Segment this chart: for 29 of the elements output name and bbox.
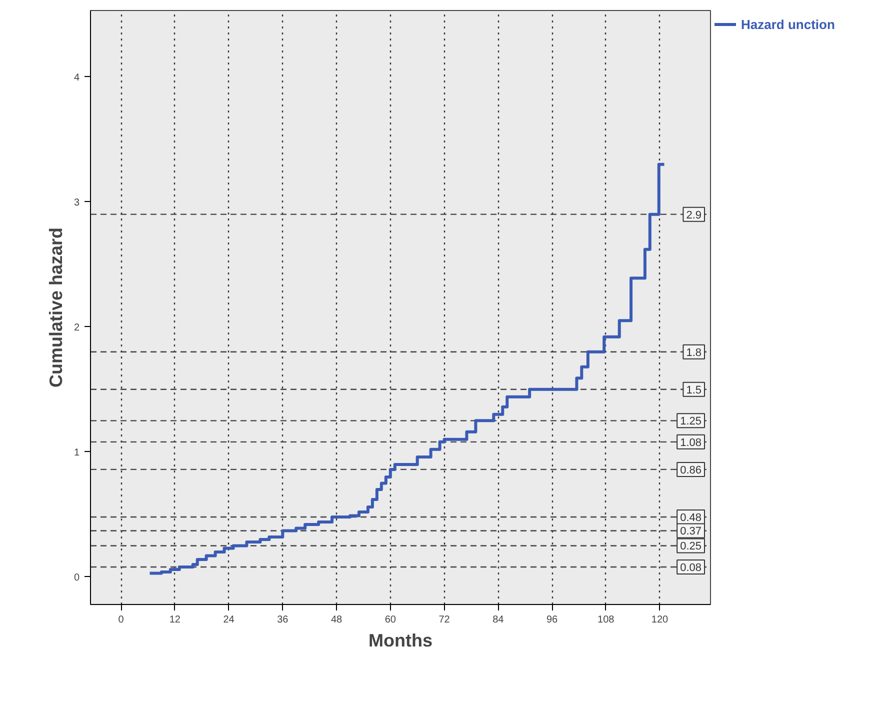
x-tick-label: 108 (598, 614, 615, 626)
y-tick-label: 2 (74, 322, 80, 334)
ref-line-label: 1.5 (686, 384, 702, 396)
ref-line-label: 0.86 (680, 464, 702, 476)
ref-line-label: 0.25 (680, 540, 702, 553)
x-tick-label: 96 (546, 614, 558, 626)
text: Hazard unction (741, 16, 835, 32)
ref-line-label: 1.25 (680, 416, 702, 428)
y-tick-label: 1 (74, 447, 80, 458)
y-tick-label: 0 (74, 572, 80, 584)
ref-line-label: 1.8 (686, 346, 702, 359)
x-tick-label: 12 (169, 614, 181, 626)
x-tick-label: 48 (330, 614, 343, 626)
y-tick-label: 3 (74, 197, 80, 208)
ref-line-label: 0.37 (680, 526, 702, 538)
y-tick-label: 4 (74, 72, 80, 84)
x-tick-label: 120 (651, 614, 669, 626)
x-tick-label: 36 (277, 614, 289, 626)
y-axis-title: Cumulative hazard (46, 227, 66, 388)
ref-line-label: 0.08 (680, 562, 702, 574)
x-tick-label: 24 (223, 614, 235, 626)
ref-line-label: 0.48 (680, 512, 702, 524)
ref-line-label: 1.08 (680, 436, 702, 449)
x-axis-title: Months (368, 630, 432, 650)
x-tick-label: 0 (118, 614, 124, 626)
x-tick-label: 60 (384, 614, 396, 626)
x-tick-label: 84 (492, 614, 504, 626)
x-tick-label: 72 (438, 614, 450, 626)
ref-line-label: 2.9 (686, 209, 702, 222)
